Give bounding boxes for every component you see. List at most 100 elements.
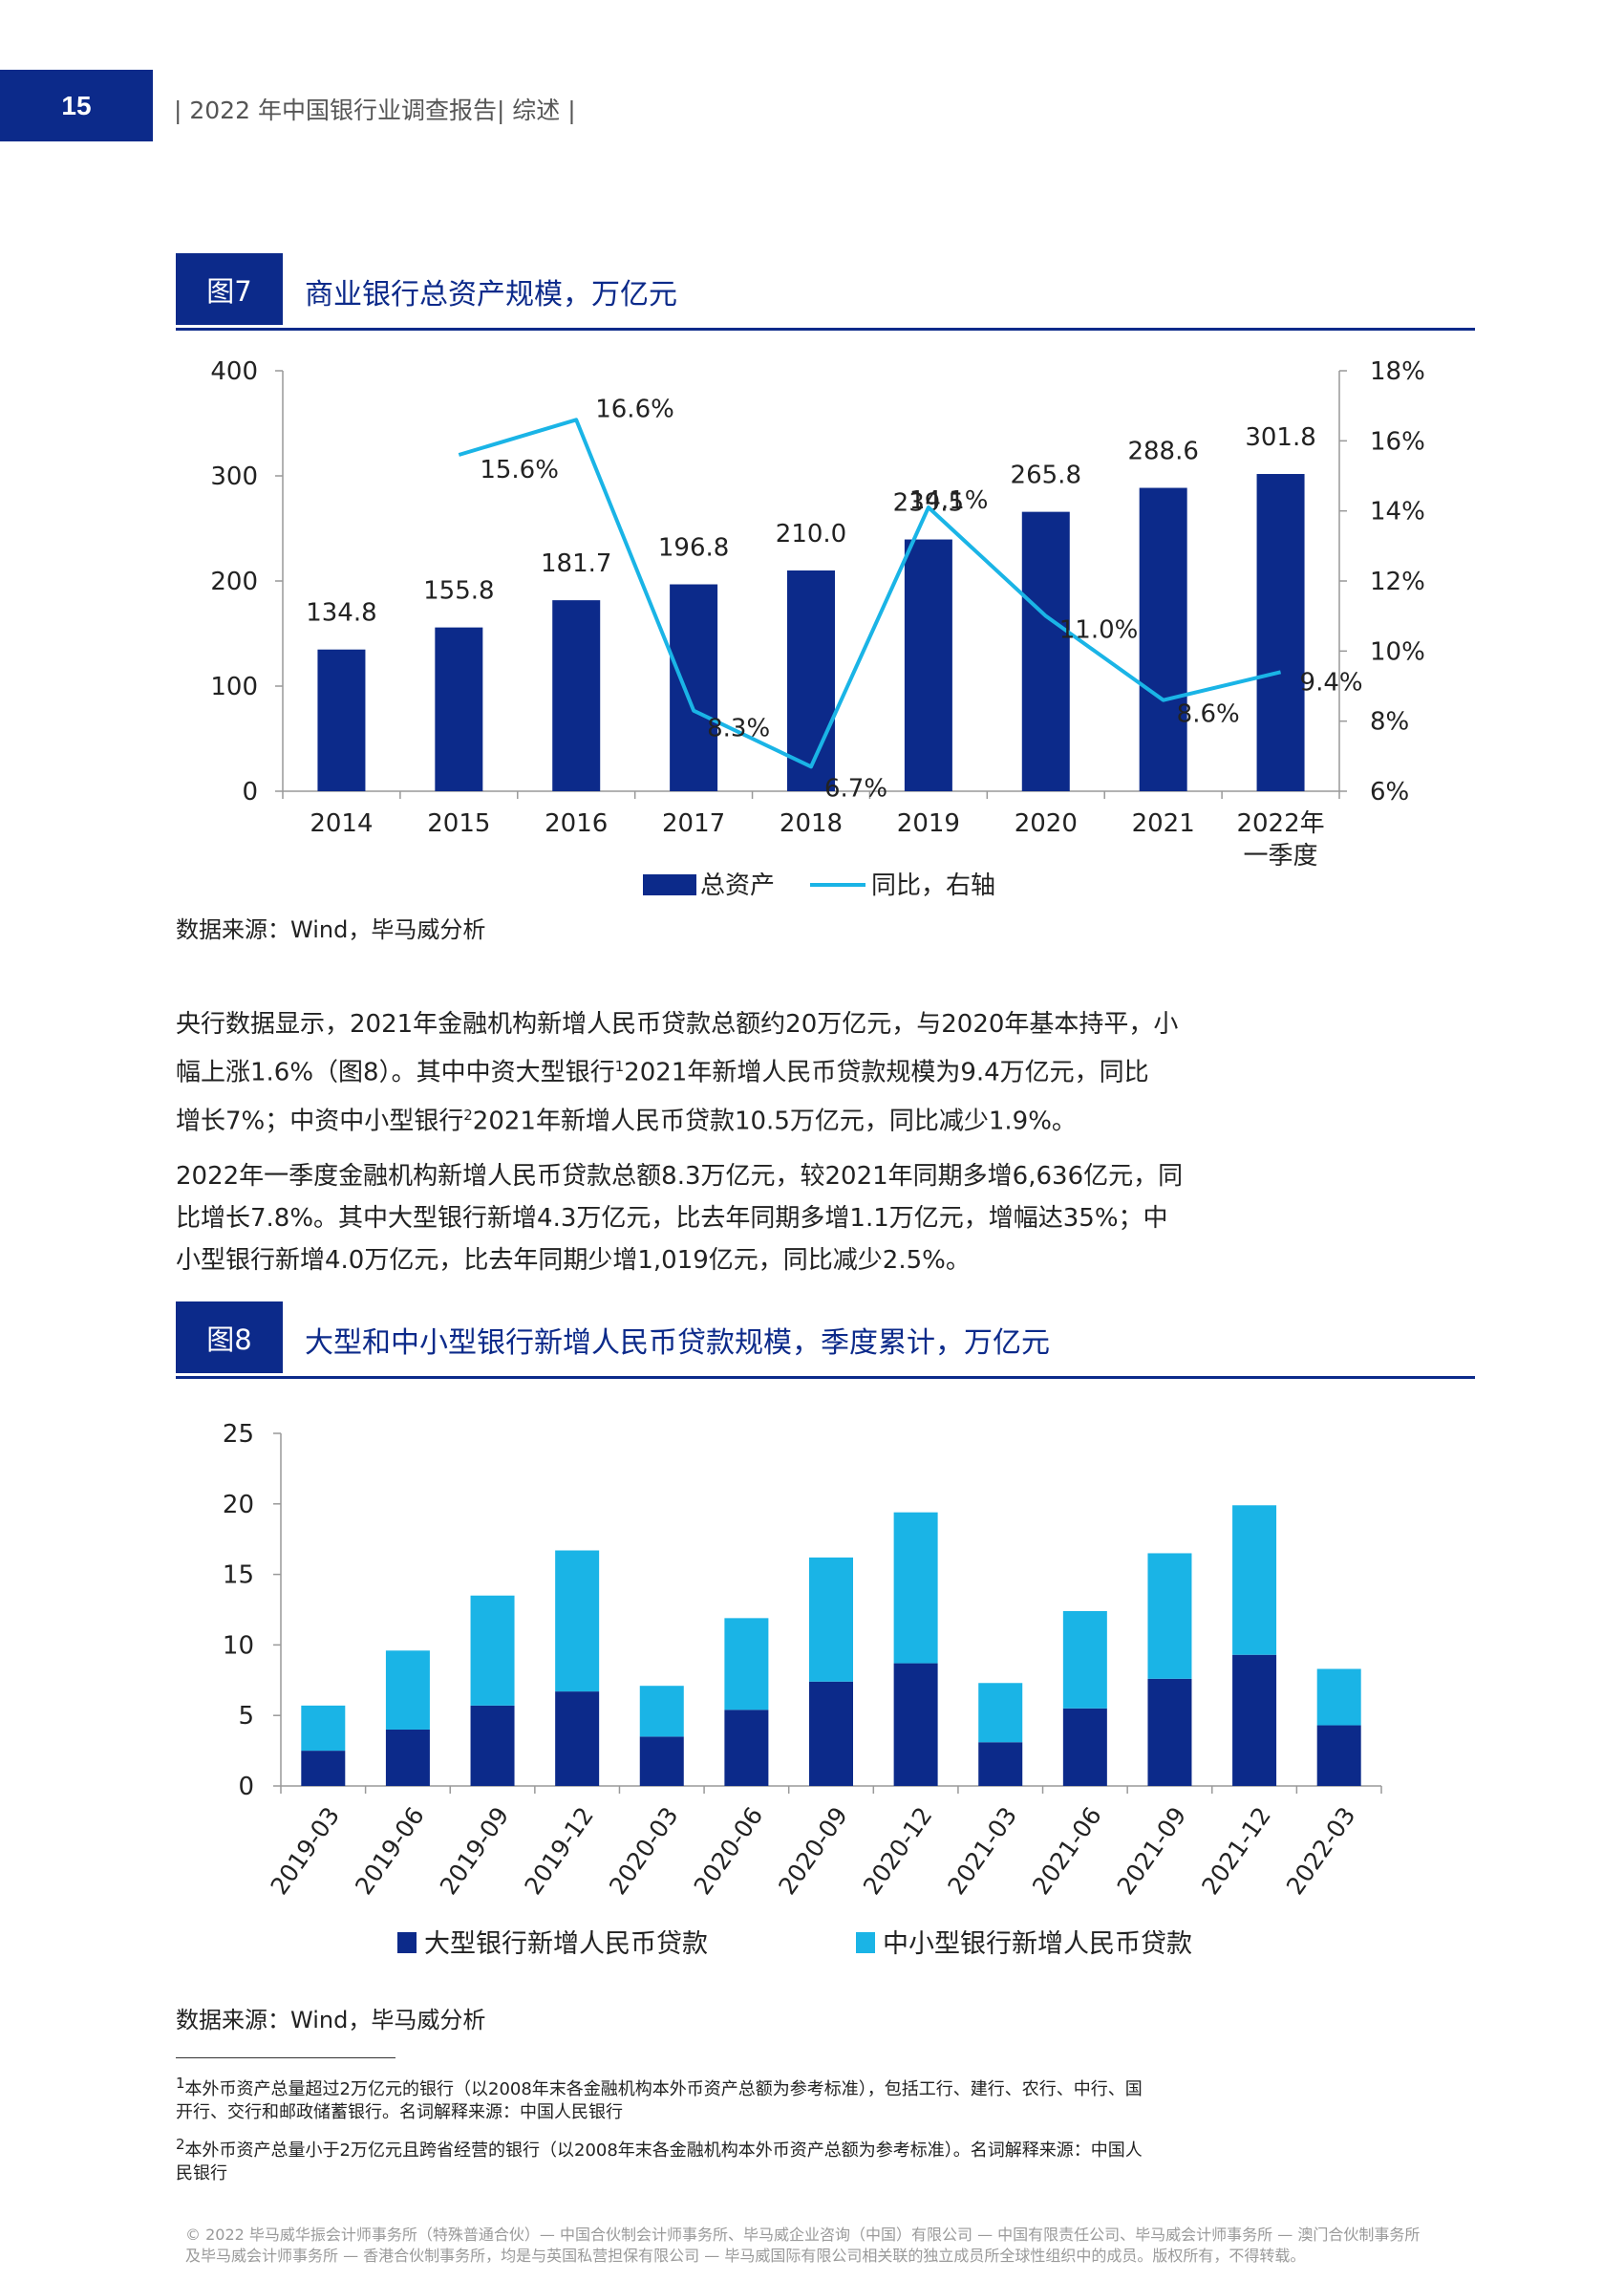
footnote-ref-2: 2 [463,1106,473,1124]
bar-small-medium-bank-loans [470,1595,515,1706]
figure7-tag: 图7 [176,253,283,325]
right-axis-tick-label: 14% [1370,498,1425,527]
bar-large-bank-loans [809,1681,853,1786]
bar-value-label: 155.8 [423,577,494,606]
bar-large-bank-loans [978,1742,1023,1786]
x-axis-category-label: 2021-06 [1027,1802,1107,1900]
paragraph-1-line: 央行数据显示，2021年金融机构新增人民币贷款总额约20万亿元，与2020年基本… [176,1010,1179,1039]
y-axis-tick-label: 25 [223,1420,254,1449]
y-axis-tick-label: 5 [238,1702,254,1731]
bar-value-label: 181.7 [541,549,611,578]
x-axis-category-label: 2020-06 [689,1802,769,1900]
figure7-chart: 0 100 200 300 400 6% 8% 10% 12% 14% 16% 18% 134.8 201… [210,357,1425,900]
line-value-label: 15.6% [480,456,559,484]
x-axis-category-label: 2019-09 [435,1802,515,1900]
right-axis-tick-label: 10% [1370,637,1425,666]
legend-label-total-assets: 总资产 [700,871,775,900]
y-axis-tick-label: 0 [238,1773,254,1801]
bar-large-bank-loans [1147,1678,1192,1786]
bar-large-bank-loans [470,1705,515,1786]
paragraph-1-line: 幅上涨1.6%（图8）。其中中资大型银行12021年新增人民币贷款规模为9.4万… [176,1058,1149,1087]
bar-large-bank-loans [893,1663,938,1786]
line-value-label: 6.7% [824,774,887,803]
bar-total-assets [552,600,601,791]
report-header-title: | 2022 年中国银行业调查报告| 综述 | [174,97,576,124]
bar-total-assets [1139,487,1187,791]
x-axis-category-label: 2021-03 [942,1802,1022,1900]
right-axis-tick-label: 8% [1370,708,1409,737]
x-axis-category-label: 2021-12 [1196,1802,1276,1900]
figure7-header: 图7 商业银行总资产规模，万亿元 [176,253,1475,331]
bar-total-assets [1256,474,1305,791]
x-axis-category-label: 2019-06 [350,1802,430,1900]
left-axis-tick-label: 400 [210,357,258,386]
line-value-label: 16.6% [595,395,674,423]
y-axis-tick-label: 20 [223,1491,254,1519]
bar-small-medium-bank-loans [555,1550,600,1692]
x-axis-category-label: 2021-09 [1112,1802,1192,1900]
page-number-badge: 15 [0,70,153,141]
figure8-source: 数据来源：Wind，毕马威分析 [176,2007,486,2033]
x-axis-category-label: 2022年 [1236,809,1324,838]
x-axis-category-label: 2014 [310,809,373,838]
line-value-label: 8.3% [707,715,770,743]
figure8-header: 图8 大型和中小型银行新增人民币贷款规模，季度累计，万亿元 [176,1301,1475,1379]
paragraph-1-line: 增长7%；中资中小型银行22021年新增人民币贷款10.5万亿元，同比减少1.9… [176,1106,1077,1136]
bar-large-bank-loans [1232,1654,1277,1786]
bar-small-medium-bank-loans [978,1683,1023,1743]
bar-large-bank-loans [301,1751,346,1786]
legend-swatch-large-bank [397,1932,417,1953]
bar-large-bank-loans [1062,1708,1107,1786]
bar-value-label: 301.8 [1245,423,1315,452]
bar-small-medium-bank-loans [1147,1553,1192,1679]
paragraph-2-line: 2022年一季度金融机构新增人民币贷款总额8.3万亿元，较2021年同期多增6,… [176,1162,1184,1191]
bar-large-bank-loans [1316,1725,1361,1786]
bar-total-assets [317,649,366,791]
bar-total-assets [787,570,835,791]
bar-value-label: 288.6 [1127,438,1198,466]
paragraph-2-line: 比增长7.8%。其中大型银行新增4.3万亿元，比去年同期多增1.1万亿元，增幅达… [176,1204,1168,1233]
footnote-1: 1本外币资产总量超过2万亿元的银行（以2008年末各金融机构本外币资产总额为参考… [176,2075,1143,2122]
right-axis-tick-label: 18% [1370,357,1425,386]
x-axis-category-label: 2018 [780,809,843,838]
line-value-label: 8.6% [1177,700,1240,729]
x-axis-category-label: 2019-12 [519,1802,599,1900]
bar-small-medium-bank-loans [301,1705,346,1752]
bar-small-medium-bank-loans [809,1557,853,1682]
line-value-label: 9.4% [1300,668,1363,697]
legend-swatch-small-medium-bank [856,1932,875,1953]
footnote-ref-1: 1 [614,1058,625,1075]
footnote-divider [176,2057,395,2058]
x-axis-category-label: 2020-03 [604,1802,684,1900]
bar-total-assets [1021,511,1070,791]
bar-small-medium-bank-loans [1062,1610,1107,1709]
bar-large-bank-loans [639,1736,684,1786]
line-value-label: 11.0% [1059,616,1139,645]
right-axis-tick-label: 16% [1370,427,1425,456]
paragraph-2: 2022年一季度金融机构新增人民币贷款总额8.3万亿元，较2021年同期多增6,… [176,1155,1274,1281]
paragraph-2-line: 小型银行新增4.0万亿元，比去年同期少增1,019亿元，同比减少2.5%。 [176,1246,971,1275]
footnote-2: 2本外币资产总量小于2万亿元且跨省经营的银行（以2008年末各金融机构本外币资产… [176,2136,1143,2183]
left-axis-tick-label: 100 [210,673,258,701]
x-axis-category-label: 2020 [1015,809,1078,838]
copyright-notice: © 2022 毕马威华振会计师事务所（特殊普通合伙）— 中国合伙制会计师事务所、… [185,2226,1421,2265]
legend-label-large-bank: 大型银行新增人民币贷款 [424,1929,708,1959]
line-value-label: 14.1% [909,486,989,515]
bar-large-bank-loans [555,1691,600,1786]
bar-small-medium-bank-loans [385,1650,430,1730]
legend-label-yoy: 同比，右轴 [871,871,995,900]
y-axis-tick-label: 15 [223,1561,254,1590]
x-axis-category-label: 2019 [897,809,960,838]
legend-label-small-medium-bank: 中小型银行新增人民币贷款 [883,1929,1192,1959]
bar-value-label: 210.0 [776,520,846,548]
figure8-title: 大型和中小型银行新增人民币贷款规模，季度累计，万亿元 [305,1326,1050,1360]
y-axis-tick-label: 10 [223,1631,254,1660]
figure7-title: 商业银行总资产规模，万亿元 [305,278,677,312]
legend-swatch-total-assets [643,874,696,895]
paragraph-1: 央行数据显示，2021年金融机构新增人民币贷款总额约20万亿元，与2020年基本… [176,1003,1274,1142]
x-axis-category-label: 2016 [545,809,608,838]
x-axis-category-label: 2020-09 [773,1802,853,1900]
bar-small-medium-bank-loans [724,1618,769,1710]
right-axis-tick-label: 6% [1370,778,1409,807]
